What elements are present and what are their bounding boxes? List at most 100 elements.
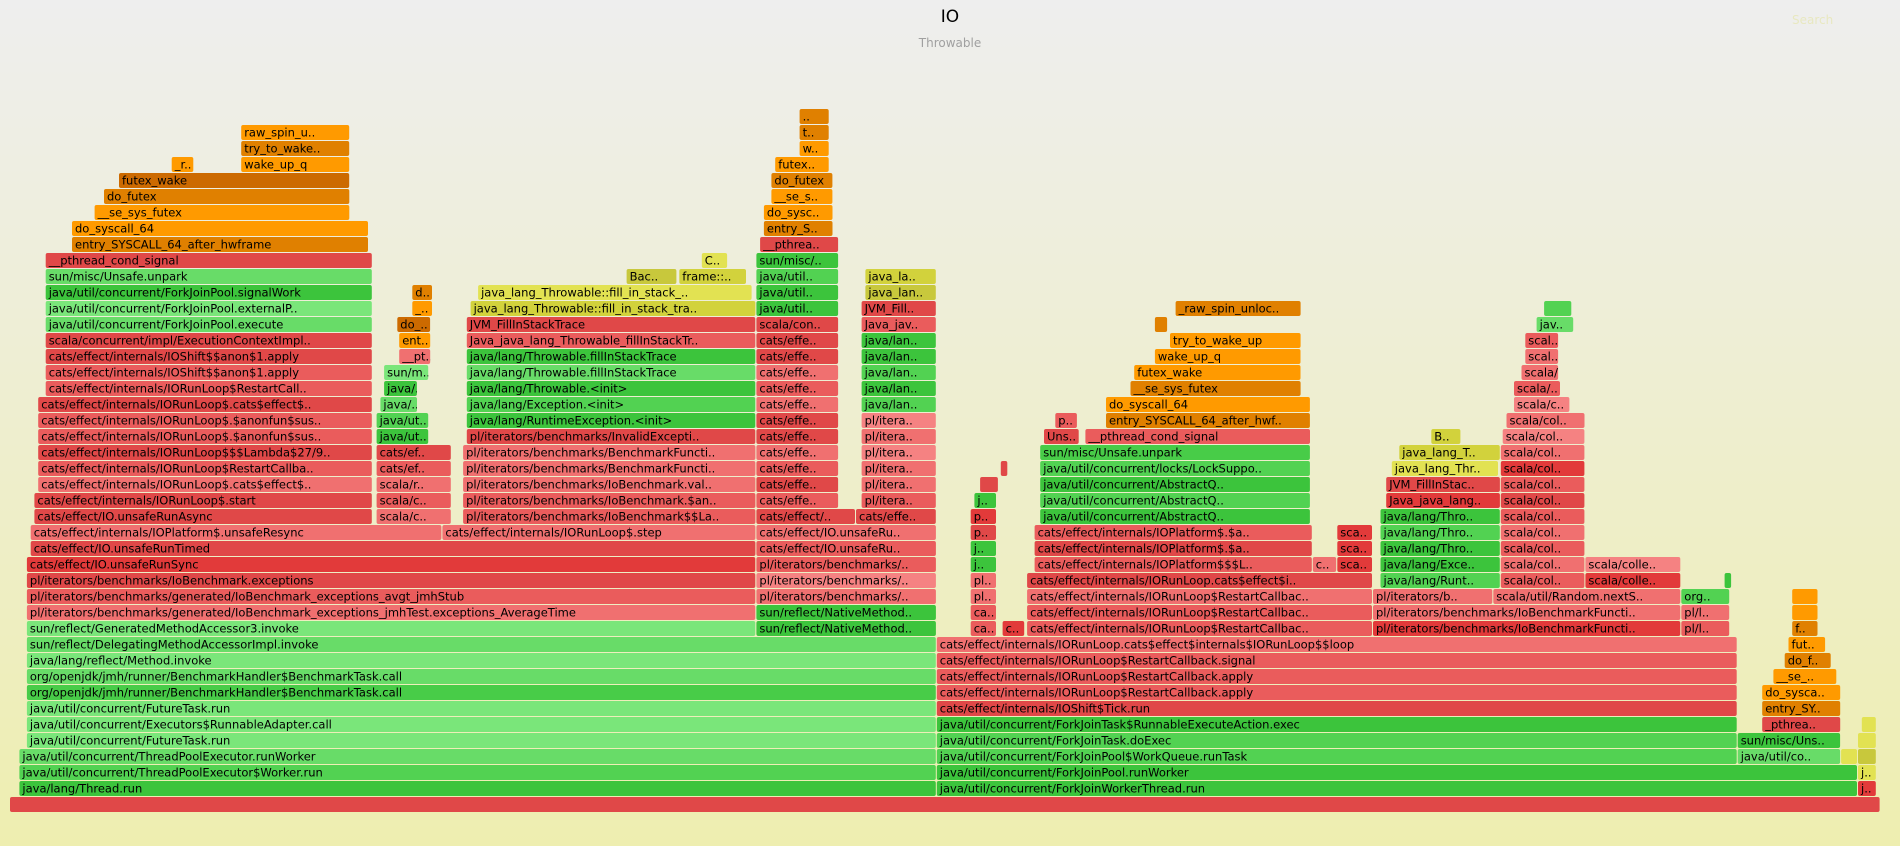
frame[interactable] xyxy=(1792,605,1818,620)
frame[interactable]: Java_java_lang_Throwable_fillInStackTr.. xyxy=(466,333,756,348)
frame-bar[interactable] xyxy=(970,621,996,636)
frame-bar[interactable] xyxy=(1858,781,1876,796)
frame-bar[interactable] xyxy=(756,557,936,572)
frame-bar[interactable] xyxy=(771,189,833,204)
frame[interactable]: java/lang/Throwable.<init> xyxy=(466,381,756,396)
frame[interactable]: java/lang/Thro.. xyxy=(1380,525,1500,540)
frame[interactable]: java/util/concurrent/Executors$RunnableA… xyxy=(26,717,936,732)
frame[interactable]: org.. xyxy=(1681,589,1730,604)
frame[interactable]: j.. xyxy=(974,493,996,508)
frame-bar[interactable] xyxy=(756,349,839,364)
frame-bar[interactable] xyxy=(463,461,756,476)
frame[interactable]: cats/effect/internals/IORunLoop$$$Lambda… xyxy=(38,445,372,460)
frame[interactable]: scala/col.. xyxy=(1506,413,1585,428)
frame[interactable] xyxy=(1858,733,1876,748)
frame[interactable]: C.. xyxy=(701,253,728,268)
frame-bar[interactable] xyxy=(771,173,833,188)
frame-bar[interactable] xyxy=(799,125,829,140)
frame-bar[interactable] xyxy=(760,237,839,252)
frame[interactable]: cats/effe.. xyxy=(756,477,839,492)
frame[interactable]: cats/effect/internals/IORunLoop$.cats$ef… xyxy=(38,397,372,412)
frame-bar[interactable] xyxy=(45,381,372,396)
frame-bar[interactable] xyxy=(38,397,372,412)
frame-bar[interactable] xyxy=(376,429,429,444)
frame[interactable]: pl/iterators/benchmarks/.. xyxy=(756,589,936,604)
frame-bar[interactable] xyxy=(1792,605,1818,620)
frame-bar[interactable] xyxy=(1784,653,1831,668)
frame[interactable]: try_to_wake_up xyxy=(1170,333,1301,348)
frame[interactable] xyxy=(1724,573,1732,588)
frame-bar[interactable] xyxy=(1380,525,1500,540)
frame-bar[interactable] xyxy=(756,477,839,492)
frame-bar[interactable] xyxy=(936,765,1857,780)
frame[interactable]: cats/effect/IO.unsafeRunSync xyxy=(26,557,756,572)
frame[interactable]: scala/.. xyxy=(1514,381,1560,396)
frame-bar[interactable] xyxy=(861,301,936,316)
frame[interactable]: .. xyxy=(799,109,829,124)
frame[interactable]: sun/misc/Unsafe.unpark xyxy=(1040,445,1310,460)
frame-bar[interactable] xyxy=(756,285,839,300)
frame-bar[interactable] xyxy=(1858,749,1876,764)
frame[interactable]: scala/concurrent/impl/ExecutionContextIm… xyxy=(45,333,372,348)
frame-bar[interactable] xyxy=(775,157,829,172)
frame-bar[interactable] xyxy=(478,285,752,300)
frame-bar[interactable] xyxy=(799,141,829,156)
frame[interactable]: j.. xyxy=(970,557,996,572)
frame-bar[interactable] xyxy=(1034,541,1312,556)
frame-bar[interactable] xyxy=(865,269,936,284)
frame[interactable]: pl/iterators/benchmarks/generated/IoBenc… xyxy=(26,589,756,604)
frame[interactable]: Java_java_lang.. xyxy=(1386,493,1500,508)
frame[interactable]: JVM_FillInStac.. xyxy=(1386,477,1500,492)
frame[interactable]: cats/effect/internals/IORunLoop$RestartC… xyxy=(936,653,1737,668)
frame-bar[interactable] xyxy=(756,493,839,508)
frame-bar[interactable] xyxy=(1312,557,1337,572)
frame[interactable]: pl.. xyxy=(970,589,996,604)
frame-bar[interactable] xyxy=(412,285,432,300)
frame-bar[interactable] xyxy=(26,573,756,588)
frame[interactable]: cats/ef.. xyxy=(376,445,451,460)
frame-bar[interactable] xyxy=(861,413,936,428)
frame-bar[interactable] xyxy=(1373,605,1681,620)
frame[interactable]: JVM_FillInStackTrace xyxy=(466,317,756,332)
frame[interactable]: _r.. xyxy=(171,157,194,172)
frame[interactable]: raw_spin_u.. xyxy=(241,125,350,140)
frame[interactable]: sun/reflect/DelegatingMethodAccessorImpl… xyxy=(26,637,936,652)
frame[interactable]: do_.. xyxy=(397,317,431,332)
frame-bar[interactable] xyxy=(970,509,996,524)
frame[interactable]: B.. xyxy=(1431,429,1461,444)
frame-bar[interactable] xyxy=(45,269,372,284)
frame-bar[interactable] xyxy=(1514,381,1560,396)
frame-bar[interactable] xyxy=(45,349,372,364)
frame-bar[interactable] xyxy=(26,701,936,716)
frame-bar[interactable] xyxy=(861,477,936,492)
frame-bar[interactable] xyxy=(19,765,936,780)
frame[interactable]: __pthrea.. xyxy=(760,237,839,252)
frame-bar[interactable] xyxy=(1762,685,1841,700)
frame[interactable]: __se_sys_futex xyxy=(94,205,350,220)
frame-bar[interactable] xyxy=(72,221,368,236)
frame-bar[interactable] xyxy=(466,413,756,428)
frame-bar[interactable] xyxy=(26,589,756,604)
frame-bar[interactable] xyxy=(861,397,936,412)
frame-bar[interactable] xyxy=(1027,621,1372,636)
frame[interactable]: ca.. xyxy=(970,605,996,620)
frame-bar[interactable] xyxy=(463,509,756,524)
frame[interactable]: pl/iterators/benchmarks/IoBenchmark$$La.… xyxy=(463,509,756,524)
frame-bar[interactable] xyxy=(1681,589,1730,604)
frame[interactable]: pl/iterators/benchmarks/generated/IoBenc… xyxy=(26,605,756,620)
frame-bar[interactable] xyxy=(470,301,756,316)
frame-bar[interactable] xyxy=(1525,333,1559,348)
frame[interactable]: pl/iterators/benchmarks/IoBenchmark.exce… xyxy=(26,573,756,588)
frame[interactable]: scala/con.. xyxy=(756,317,839,332)
frame[interactable]: t.. xyxy=(799,125,829,140)
frame[interactable]: d.. xyxy=(412,285,432,300)
frame[interactable]: __se_sys_futex xyxy=(1130,381,1301,396)
frame[interactable]: java/lan.. xyxy=(861,381,936,396)
frame-bar[interactable] xyxy=(1154,349,1301,364)
frame[interactable]: cats/effe.. xyxy=(756,349,839,364)
frame[interactable]: java/lang/Throwable.fillInStackTrace xyxy=(466,349,756,364)
frame[interactable]: java/lan.. xyxy=(861,397,936,412)
frame[interactable]: do_futex xyxy=(771,173,833,188)
frame-bar[interactable] xyxy=(1034,525,1312,540)
frame[interactable]: sun/misc/Uns.. xyxy=(1737,733,1841,748)
